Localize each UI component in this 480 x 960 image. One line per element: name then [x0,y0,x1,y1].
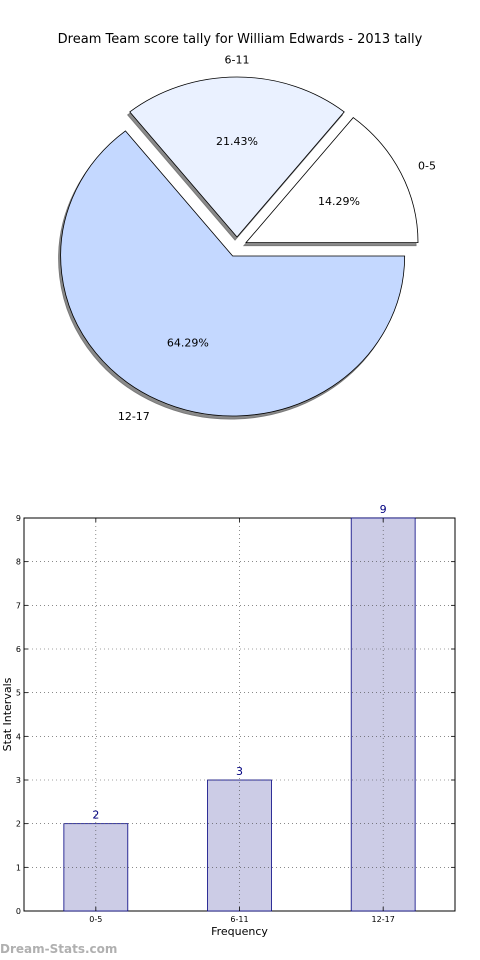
bar-chart: 0 1 2 3 4 5 6 7 8 9 0-5 2 6-11 3 12-17 9 Frequency Stat I… [1,503,456,938]
y-tick-label: 7 [16,601,21,610]
y-axis-label: Stat Intervals [1,677,14,751]
pie-chart-title: Dream Team score tally for William Edwar… [58,32,423,47]
bar-value-label: 9 [380,503,387,516]
bar-6-11 [207,779,272,912]
bar-0-5 [63,823,129,912]
pie-percent-label: 14.29% [318,195,360,208]
x-tick-label: 12-17 [372,915,395,924]
x-tick-label: 6-11 [230,915,248,924]
y-tick-label: 3 [16,776,21,785]
y-tick-label: 6 [16,645,21,654]
pie-slice-12-17 [60,130,406,417]
pie-category-label: 12-17 [118,410,150,423]
pie-slice-6-11 [129,76,345,238]
pie-chart: 14.29% 0-5 21.43% 6-11 64.29% 12-17 [58,53,436,423]
pie-percent-label: 21.43% [216,135,258,148]
pie-percent-label: 64.29% [167,337,209,350]
pie-slice-0-5 [245,117,419,244]
y-tick-label: 1 [16,863,21,872]
pie-category-label: 6-11 [225,53,250,66]
pie-category-label: 0-5 [418,160,436,173]
bar-value-label: 3 [236,765,243,778]
x-axis-label: Frequency [211,925,268,938]
y-tick-label: 9 [16,514,21,523]
watermark: Dream-Stats.com [0,942,118,956]
y-tick-label: 8 [16,558,21,567]
y-tick-label: 4 [16,732,21,741]
x-tick-label: 0-5 [89,915,102,924]
y-tick-label: 0 [16,907,21,916]
y-tick-label: 2 [16,820,21,829]
bar-value-label: 2 [92,809,99,822]
y-tick-label: 5 [16,689,21,698]
